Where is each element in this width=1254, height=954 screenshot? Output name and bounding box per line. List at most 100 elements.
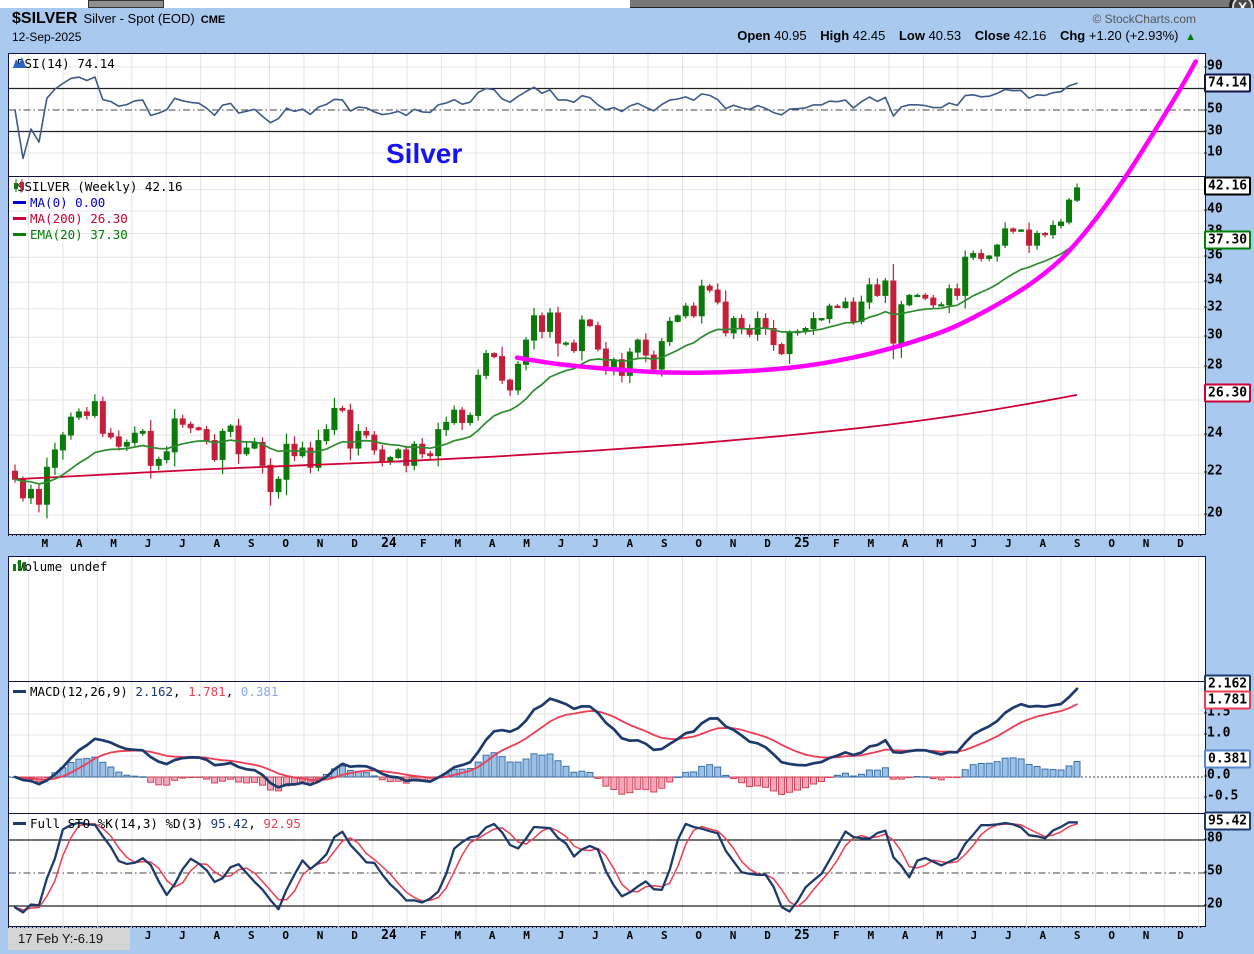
low-label: Low xyxy=(898,28,925,43)
macd-hist-bar xyxy=(115,771,123,778)
macd-hist-bar xyxy=(929,776,937,780)
macd-hist-bar xyxy=(977,762,985,778)
candle-body xyxy=(834,305,841,309)
rsi-legend: RSI(14) 74.14 xyxy=(13,56,115,71)
candle-body xyxy=(690,305,697,317)
volume-panel[interactable]: Volume undef xyxy=(9,557,1205,681)
month-label: J xyxy=(557,537,565,550)
macd-hist-bar xyxy=(131,775,139,778)
macd-hist-bar xyxy=(770,776,778,792)
candle-body xyxy=(674,315,681,322)
month-label: J xyxy=(179,537,186,550)
macd-hist-bar xyxy=(1073,760,1081,778)
month-label: J xyxy=(592,537,599,550)
candle-body xyxy=(938,304,945,307)
chg-value: +1.20 (+2.93%) xyxy=(1088,28,1179,43)
price-panel[interactable]: $SILVER (Weekly) 42.16 MA(0) 0.00 MA(200… xyxy=(9,176,1205,535)
macd-hist-bar xyxy=(889,776,897,780)
candle-body xyxy=(499,356,506,381)
month-label: N xyxy=(1142,929,1150,942)
month-label: N xyxy=(729,537,737,550)
axis-value-tag: 0.381 xyxy=(1204,749,1252,769)
month-label: A xyxy=(213,537,221,550)
candle-body xyxy=(914,294,921,298)
month-label: M xyxy=(936,929,943,942)
upper-chart-panel[interactable]: RSI(14) 74.14 Silver $SILVER (Weekly) 42… xyxy=(8,53,1206,535)
axis-tick-label: 50 xyxy=(1204,863,1223,879)
month-label: J xyxy=(1005,537,1012,550)
month-label: O xyxy=(1108,929,1115,942)
price-legend-main: $SILVER (Weekly) 42.16 xyxy=(17,179,183,194)
macd-hist-bar xyxy=(802,776,810,789)
month-label: M xyxy=(110,537,117,550)
macd-hist-bar xyxy=(163,776,171,786)
candle-body xyxy=(594,325,601,350)
candle-body xyxy=(1034,232,1041,246)
macd-hist-bar xyxy=(506,761,514,778)
month-label: J xyxy=(557,929,565,942)
macd-hist-bar xyxy=(985,762,993,778)
macd-hist-bar xyxy=(338,765,346,778)
rsi-plot[interactable] xyxy=(9,54,1205,176)
lower-chart-panel[interactable]: Volume undef MACD(12,26,9) 2.162, 1.781,… xyxy=(8,556,1206,927)
candle-body xyxy=(850,301,857,322)
silver-annotation: Silver xyxy=(386,138,463,169)
macd-plot[interactable] xyxy=(9,682,1205,814)
stockcharts-credit: © StockCharts.com xyxy=(1092,12,1196,26)
candle-body xyxy=(626,351,633,376)
macd-hist-bar xyxy=(83,758,91,778)
macd-hist-bar xyxy=(195,776,203,778)
candle-body xyxy=(922,294,929,299)
month-label: O xyxy=(282,929,289,942)
macd-hist-bar xyxy=(522,758,530,778)
axis-value-tag: 74.14 xyxy=(1204,73,1252,93)
macd-hist-bar xyxy=(490,752,498,778)
candle-body xyxy=(171,418,178,453)
price-plot[interactable] xyxy=(9,177,1205,534)
axis-tick-label: 28 xyxy=(1204,357,1223,373)
candle-body xyxy=(762,318,769,330)
stochastics-panel[interactable]: Full STO %K(14,3) %D(3) 95.42, 92.95 xyxy=(9,813,1205,927)
candle-body xyxy=(35,488,42,505)
rsi-panel[interactable]: RSI(14) 74.14 Silver xyxy=(9,54,1205,176)
macd-hist-bar xyxy=(650,776,658,793)
month-label: A xyxy=(901,537,909,550)
macd-hist-bar xyxy=(251,776,259,783)
macd-hist-bar xyxy=(865,769,873,778)
macd-panel[interactable]: MACD(12,26,9) 2.162, 1.781, 0.381 xyxy=(9,681,1205,814)
month-label: F xyxy=(420,929,427,942)
candle-body xyxy=(27,488,34,499)
volume-plot[interactable] xyxy=(9,557,1205,681)
rsi-line xyxy=(14,76,1078,160)
month-label: F xyxy=(833,929,840,942)
macd-hist-bar xyxy=(1001,757,1009,778)
candle-body xyxy=(355,430,362,449)
candle-body xyxy=(427,453,434,457)
axis-tick-label: 10 xyxy=(1204,144,1223,160)
stochastics-plot[interactable] xyxy=(9,814,1205,927)
candle-body xyxy=(227,425,234,432)
macd-hist-bar xyxy=(155,776,163,786)
macd-hist-bar xyxy=(825,776,833,778)
ma200-legend: MA(200) 26.30 xyxy=(30,211,128,226)
ema20-line-icon xyxy=(13,233,26,236)
candle-body xyxy=(842,301,849,309)
candle-body xyxy=(115,436,122,447)
candle-body xyxy=(163,451,170,460)
axis-tick-label: 50 xyxy=(1204,101,1223,117)
right-axis-column: 90503010403836343230282422201.51.00.0-0.… xyxy=(1203,46,1254,951)
macd-hist-bar xyxy=(1041,768,1049,778)
ma200-line xyxy=(14,394,1078,481)
axis-tick-label: 40 xyxy=(1204,201,1223,217)
macd-hist-bar xyxy=(67,761,75,778)
candle-body xyxy=(491,353,498,358)
candle-body xyxy=(930,297,937,306)
chg-label: Chg xyxy=(1059,28,1086,43)
candle-body xyxy=(475,374,482,416)
high-value: 42.45 xyxy=(852,28,886,43)
month-label: D xyxy=(351,929,358,942)
month-label: J xyxy=(592,929,599,942)
month-label: F xyxy=(420,537,427,550)
macd-hist-bar xyxy=(778,776,786,795)
macd-legend-name: MACD(12,26,9) xyxy=(30,684,128,699)
